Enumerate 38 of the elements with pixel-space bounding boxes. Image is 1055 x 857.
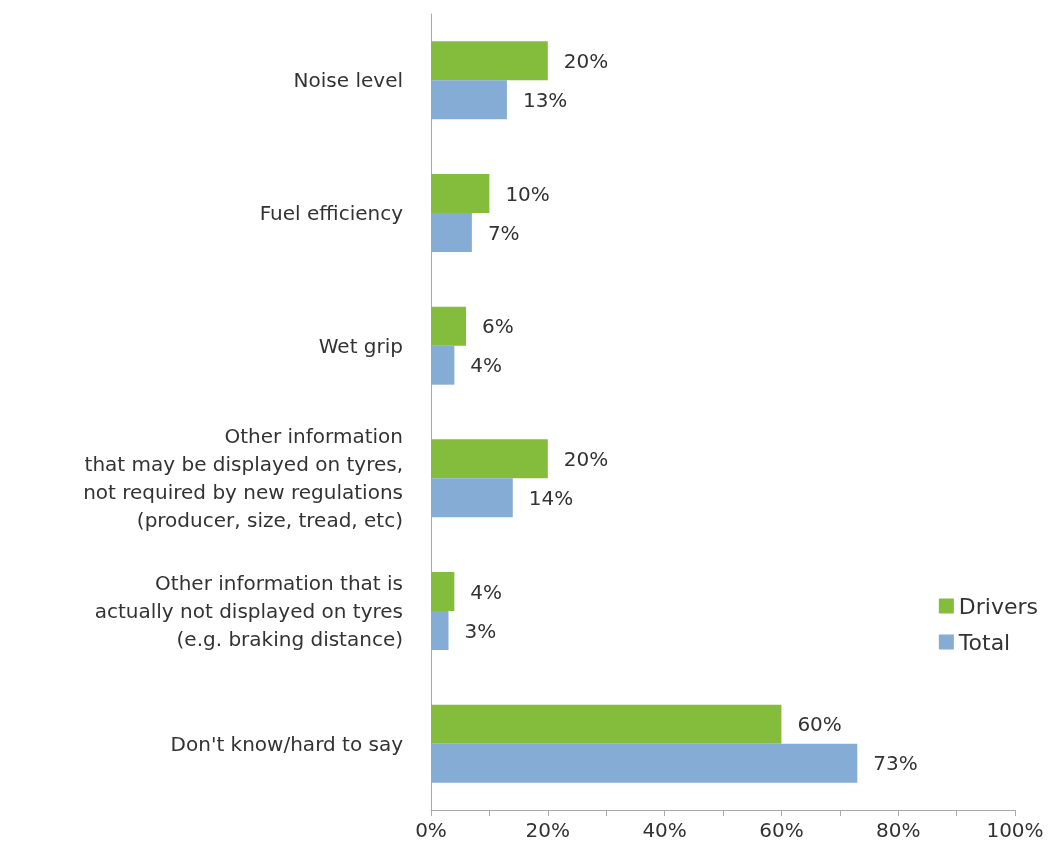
- x-tick-label: 60%: [759, 818, 804, 842]
- data-label: 14%: [528, 485, 574, 510]
- bar: [431, 439, 548, 479]
- y-tick-label: Fuel efficiency: [259, 201, 404, 225]
- data-label: 3%: [464, 618, 497, 643]
- data-label: 20%: [563, 48, 609, 73]
- data-label: 6%: [482, 314, 514, 339]
- bar: [431, 306, 467, 346]
- bar: [431, 174, 490, 213]
- data-label: 7%: [487, 220, 520, 245]
- data-label: 13%: [522, 87, 568, 112]
- x-tick-label: 80%: [875, 818, 921, 842]
- data-label: 4%: [470, 579, 503, 604]
- x-tick-label: 20%: [525, 818, 571, 842]
- bar: [431, 572, 455, 611]
- data-label: 10%: [505, 181, 550, 206]
- y-tick-label: Wet grip: [318, 333, 403, 358]
- y-tick-label: Don't know/hard to say: [170, 731, 404, 756]
- legend-label: Drivers: [958, 593, 1039, 619]
- data-label: 4%: [470, 353, 503, 378]
- x-tick-label: 40%: [642, 818, 687, 842]
- bar: [431, 478, 513, 518]
- y-tick-label: Noise level: [293, 68, 403, 93]
- bar: [431, 213, 472, 252]
- x-tick-label: 0%: [415, 818, 447, 842]
- bar: [431, 41, 548, 81]
- legend-label: Total: [957, 629, 1011, 655]
- bar: [431, 743, 858, 783]
- data-label: 20%: [563, 446, 609, 471]
- bar: [431, 704, 782, 744]
- y-tick-label: Other information that is actually not displayed on tyres (e.g. braking distance): [94, 571, 403, 651]
- bar: [431, 611, 449, 650]
- data-label: 73%: [873, 751, 918, 776]
- bar: [431, 345, 455, 385]
- y-tick-label: Other information that may be displayed on tyres, not required by new regulations (producer, size, tread, etc): [83, 424, 403, 533]
- bar: [431, 80, 507, 120]
- x-tick-label: 100%: [986, 818, 1044, 842]
- data-label: 60%: [797, 712, 842, 737]
